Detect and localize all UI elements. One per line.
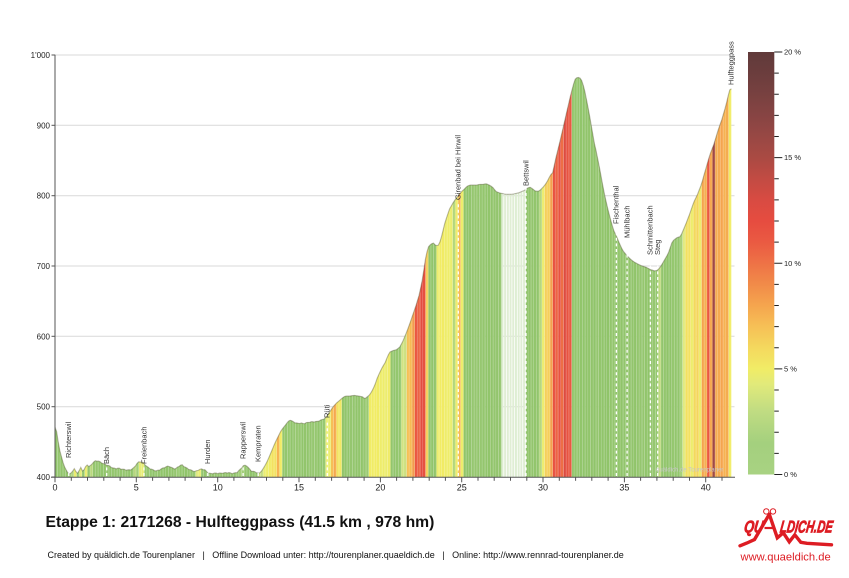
svg-text:Mühlbach: Mühlbach: [622, 205, 631, 238]
svg-text:Rapperswil: Rapperswil: [238, 422, 247, 459]
svg-text:Hulfteggpass: Hulfteggpass: [726, 41, 735, 85]
svg-text:15 %: 15 %: [784, 153, 801, 162]
svg-text:15: 15: [294, 483, 304, 493]
svg-text:10: 10: [213, 483, 223, 493]
svg-text:Etappe 1: 2171268 - Hulfteggpa: Etappe 1: 2171268 - Hulfteggpass (41.5 k…: [46, 514, 435, 531]
svg-text:40: 40: [701, 483, 711, 493]
svg-text:900: 900: [37, 121, 51, 130]
svg-text:600: 600: [37, 332, 51, 341]
svg-text:400: 400: [37, 473, 51, 482]
svg-text:30: 30: [538, 483, 548, 493]
svg-text:LDICH.DE: LDICH.DE: [779, 518, 834, 537]
svg-text:25: 25: [457, 483, 467, 493]
svg-text:Richterswil: Richterswil: [64, 421, 73, 458]
svg-text:5: 5: [134, 483, 139, 493]
svg-text:0: 0: [52, 483, 57, 493]
svg-text:1'000: 1'000: [31, 51, 51, 60]
svg-text:Kempraten: Kempraten: [254, 425, 263, 462]
svg-text:5 %: 5 %: [784, 364, 797, 373]
svg-text:Schmittenbach: Schmittenbach: [646, 205, 655, 255]
svg-text:QU: QU: [743, 518, 766, 537]
svg-text:Fischenthal: Fischenthal: [612, 185, 621, 224]
svg-text:500: 500: [37, 403, 51, 412]
svg-text:800: 800: [37, 192, 51, 201]
svg-text:Bettswil: Bettswil: [521, 160, 530, 186]
svg-text:Steg: Steg: [653, 240, 662, 255]
svg-text:20 %: 20 %: [784, 48, 801, 57]
svg-text:10 %: 10 %: [784, 259, 801, 268]
svg-text:Created by quäldich.de Tourenp: Created by quäldich.de Tourenplaner | Of…: [48, 550, 624, 560]
svg-text:www.quaeldich.de: www.quaeldich.de: [740, 551, 831, 563]
svg-text:20: 20: [375, 483, 385, 493]
svg-text:Girenbad bei Hinwil: Girenbad bei Hinwil: [454, 135, 463, 200]
svg-text:Rüti: Rüti: [323, 404, 332, 418]
svg-text:0 %: 0 %: [784, 470, 797, 479]
svg-text:Freienbach: Freienbach: [139, 426, 148, 464]
svg-text:Hurden: Hurden: [203, 439, 212, 464]
svg-text:quäldich.de Tourenplaner: quäldich.de Tourenplaner: [656, 468, 723, 474]
svg-text:700: 700: [37, 262, 51, 271]
svg-text:35: 35: [619, 483, 629, 493]
svg-text:Bäch: Bäch: [102, 447, 111, 464]
